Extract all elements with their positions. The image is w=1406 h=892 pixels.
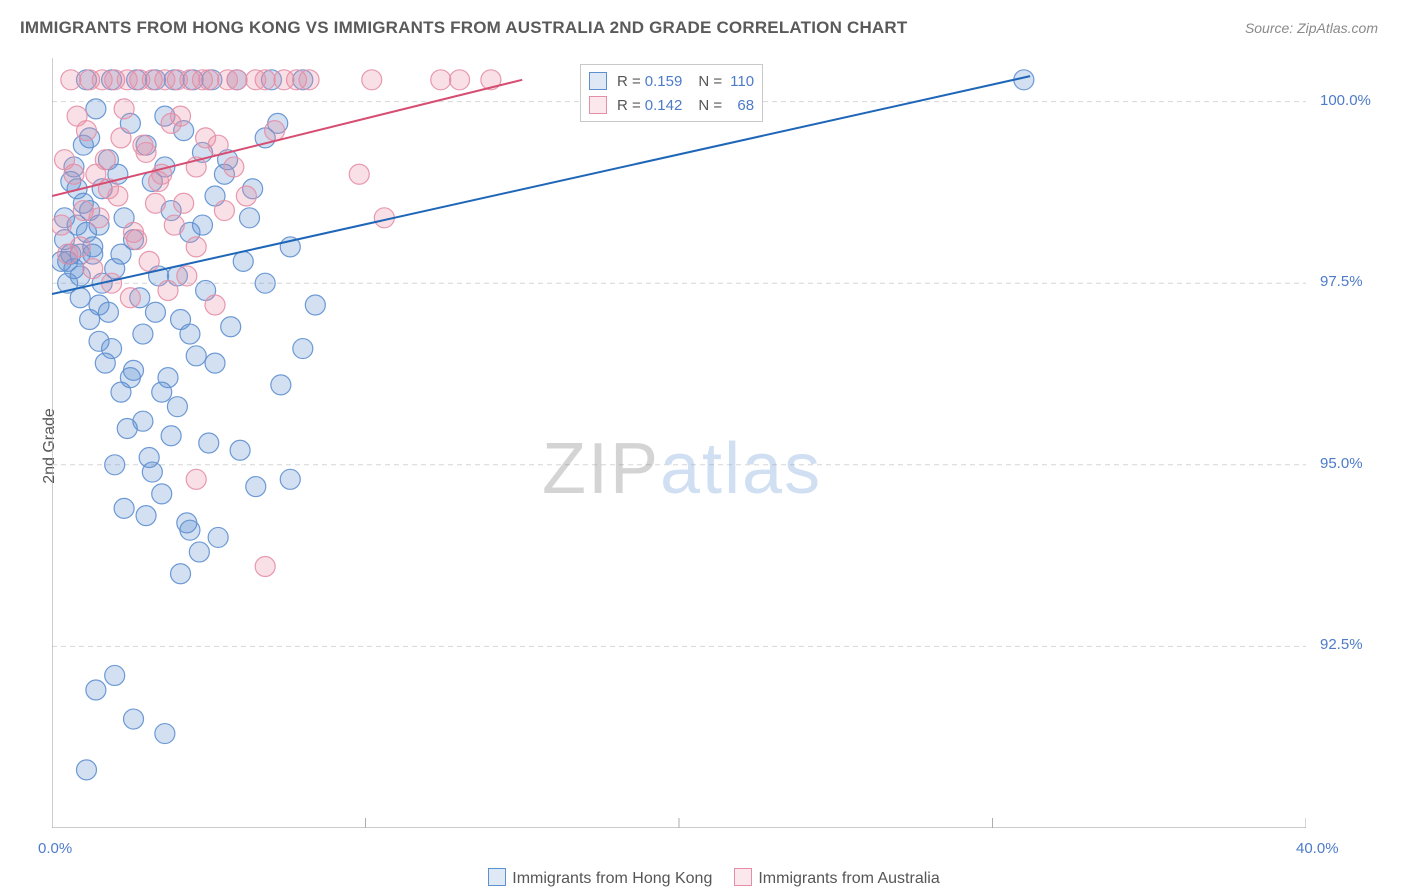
legend-swatch: [734, 868, 752, 886]
scatter-svg: [52, 58, 1306, 828]
x-tick-label: 40.0%: [1296, 840, 1339, 857]
chart-title: IMMIGRANTS FROM HONG KONG VS IMMIGRANTS …: [20, 18, 907, 38]
y-tick-label: 95.0%: [1320, 455, 1363, 472]
legend-swatch: [589, 72, 607, 90]
y-tick-label: 97.5%: [1320, 273, 1363, 290]
x-tick-label: 0.0%: [38, 840, 72, 857]
legend-label: Immigrants from Australia: [758, 870, 939, 887]
legend-swatch: [488, 868, 506, 886]
legend-swatch: [589, 96, 607, 114]
y-tick-label: 100.0%: [1320, 92, 1371, 109]
stats-legend-row: R = 0.159N = 110: [589, 69, 754, 93]
legend-item[interactable]: Immigrants from Australia: [712, 870, 939, 887]
source-link[interactable]: Source: ZipAtlas.com: [1245, 20, 1378, 36]
bottom-legend: Immigrants from Hong Kong Immigrants from…: [0, 868, 1406, 888]
stats-legend-box: R = 0.159N = 110R = 0.142N = 68: [580, 64, 763, 122]
legend-label: Immigrants from Hong Kong: [512, 870, 712, 887]
plot-area: ZIPatlas R = 0.159N = 110R = 0.142N = 68: [52, 58, 1306, 828]
chart-container: IMMIGRANTS FROM HONG KONG VS IMMIGRANTS …: [0, 0, 1406, 892]
stats-legend-row: R = 0.142N = 68: [589, 93, 754, 117]
y-tick-label: 92.5%: [1320, 636, 1363, 653]
legend-item[interactable]: Immigrants from Hong Kong: [466, 870, 712, 887]
